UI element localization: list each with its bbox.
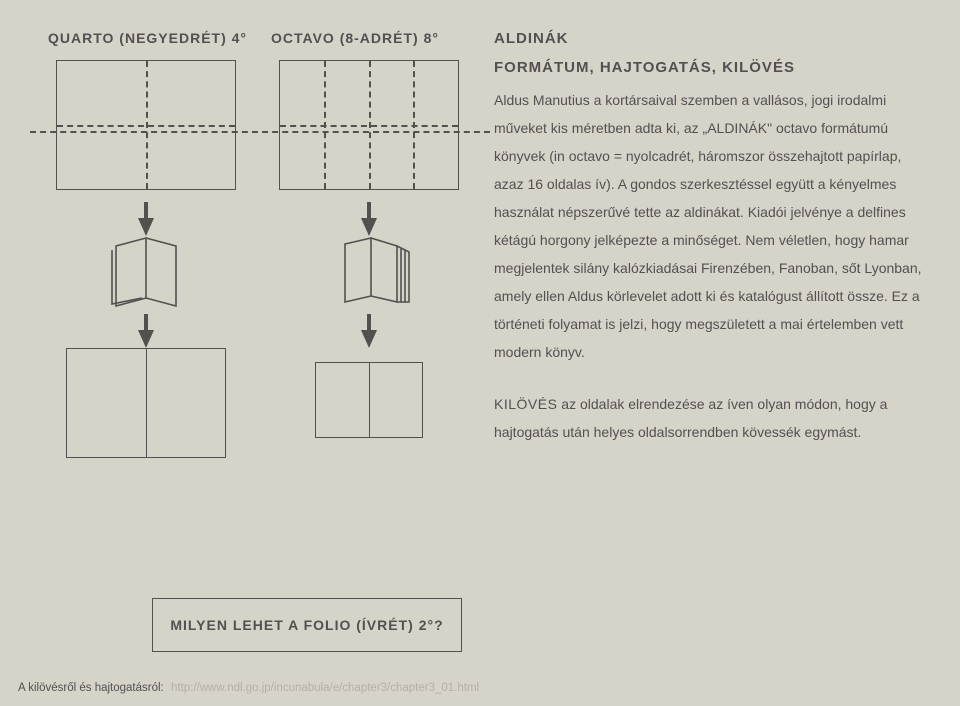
folded-booklet-icon <box>86 236 206 308</box>
body-paragraph: Aldus Manutius a kortársaival szemben a … <box>494 86 930 366</box>
fold-line-h <box>57 125 235 127</box>
quarto-folded <box>48 236 243 308</box>
arrow-icon <box>138 330 154 348</box>
quarto-sheet <box>56 60 236 190</box>
kiloves-paragraph: KILÖVÉS az oldalak elrendezése az íven o… <box>494 390 930 446</box>
quarto-heading: QUARTO (NEGYEDRÉT) 4° <box>48 30 243 46</box>
footer: A kilövésről és hajtogatásról: http://ww… <box>18 682 479 694</box>
quarto-spread <box>66 348 226 458</box>
octavo-sheet <box>279 60 459 190</box>
arrow-icon <box>138 218 154 236</box>
footer-url[interactable]: http://www.ndl.go.jp/incunabula/e/chapte… <box>171 682 479 694</box>
guide-line <box>30 131 490 133</box>
octavo-spread <box>315 362 423 438</box>
footer-label: A kilövésről és hajtogatásról: <box>18 682 164 694</box>
subheading: FORMÁTUM, HAJTOGATÁS, KILÖVÉS <box>494 59 930 76</box>
arrow-down <box>271 190 466 236</box>
folio-question-box: MILYEN LEHET A FOLIO (ÍVRÉT) 2°? <box>152 598 462 652</box>
kiloves-keyword: KILÖVÉS <box>494 396 557 412</box>
fold-line-h <box>280 125 458 127</box>
quarto-diagram <box>48 60 243 458</box>
octavo-diagram <box>271 60 466 438</box>
aldinak-heading: ALDINÁK <box>494 30 930 47</box>
octavo-folded <box>271 236 466 308</box>
octavo-column: OCTAVO (8-ADRÉT) 8° <box>271 30 466 458</box>
text-column: ALDINÁK FORMÁTUM, HAJTOGATÁS, KILÖVÉS Al… <box>494 30 930 458</box>
folio-question-label: MILYEN LEHET A FOLIO (ÍVRÉT) 2°? <box>170 617 443 633</box>
arrow-icon <box>361 330 377 348</box>
arrow-down <box>48 308 243 348</box>
arrow-icon <box>361 218 377 236</box>
folded-booklet-icon <box>309 236 429 308</box>
quarto-column: QUARTO (NEGYEDRÉT) 4° <box>48 30 243 458</box>
columns: QUARTO (NEGYEDRÉT) 4° <box>48 30 930 458</box>
page: QUARTO (NEGYEDRÉT) 4° <box>0 0 960 706</box>
octavo-heading: OCTAVO (8-ADRÉT) 8° <box>271 30 466 46</box>
arrow-down <box>271 308 466 348</box>
arrow-down <box>48 190 243 236</box>
